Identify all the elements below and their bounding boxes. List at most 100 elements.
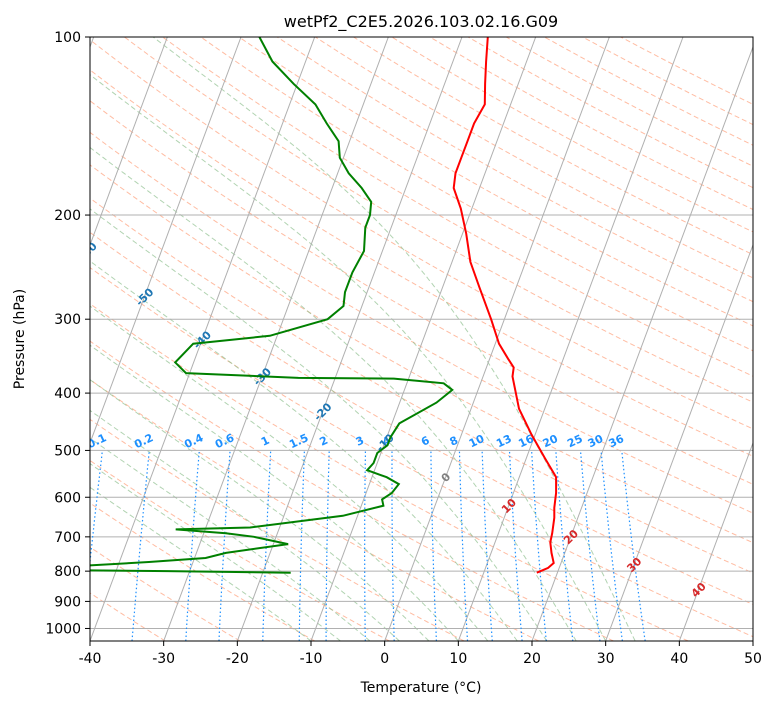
- mixing-ratio-line: [391, 450, 395, 641]
- moist-adiabat: [90, 260, 518, 641]
- isotherm-label: 20: [561, 527, 581, 547]
- isotherm: [90, 37, 316, 641]
- temperature-profile-line: [452, 37, 558, 574]
- dry-adiabat: [124, 37, 753, 403]
- x-tick-label: -30: [152, 651, 175, 667]
- isotherm: [90, 37, 242, 445]
- moist-adiabat: [90, 437, 371, 641]
- dry-adiabat: [90, 379, 540, 641]
- mixing-ratio-label: 20: [541, 432, 561, 450]
- moist-adiabat: [152, 37, 636, 641]
- x-tick-label: 20: [523, 651, 541, 667]
- mixing-ratio-label: 25: [565, 432, 584, 450]
- mixing-ratio-label: 8: [448, 434, 460, 449]
- isotherm-label: 40: [689, 580, 709, 600]
- moist-adiabat: [90, 344, 459, 641]
- mixing-ratio-line: [531, 450, 547, 641]
- mixing-ratio-line: [555, 450, 574, 641]
- dry-adiabat: [90, 197, 753, 574]
- mixing-ratio-line: [298, 450, 305, 641]
- dry-adiabat: [90, 39, 753, 430]
- isotherm-label: 10: [499, 496, 519, 516]
- dry-adiabat: [90, 164, 753, 544]
- isotherm-label: -10: [374, 431, 397, 454]
- mixing-ratio-label: 10: [467, 432, 487, 450]
- dry-adiabat: [90, 502, 315, 641]
- mixing-ratio-label: 0.4: [182, 431, 205, 451]
- x-tick-label: -10: [300, 651, 323, 667]
- dry-adiabat: [315, 37, 753, 279]
- dry-adiabat: [90, 69, 753, 457]
- isotherm-label: -20: [311, 400, 334, 423]
- y-tick-label: 300: [54, 312, 81, 328]
- dry-adiabat: [90, 303, 689, 641]
- dry-adiabat: [90, 340, 614, 641]
- dry-adiabat: [505, 37, 753, 167]
- mixing-ratio-label: 0.2: [132, 431, 155, 451]
- isotherm: [236, 37, 463, 641]
- dry-adiabat: [90, 131, 753, 514]
- mixing-ratio-line: [579, 450, 601, 641]
- mixing-ratio-label: 0.1: [85, 431, 108, 451]
- isotherm: [752, 639, 753, 641]
- dry-adiabat: [582, 37, 753, 126]
- mixing-ratio-line: [430, 450, 437, 641]
- x-tick-label: -40: [79, 651, 102, 667]
- isotherm: [457, 37, 684, 641]
- dry-adiabat: [90, 231, 753, 605]
- mixing-ratio-line: [325, 450, 330, 641]
- y-tick-label: 100: [54, 30, 81, 46]
- dry-adiabat: [544, 37, 753, 146]
- isotherm: [678, 441, 753, 641]
- y-axis-title: Pressure (hPa): [12, 289, 28, 389]
- isotherm-label: -50: [133, 285, 156, 308]
- y-tick-label: 800: [54, 564, 81, 580]
- x-tick-label: 30: [597, 651, 615, 667]
- mixing-ratio-line: [364, 450, 366, 641]
- dry-adiabat: [276, 37, 753, 303]
- isotherm-label: 30: [624, 555, 644, 575]
- moist-adiabat: [90, 208, 548, 641]
- axis-ticks: -40 -30 -20 -10 0 10 20 30 40 5010020030040050060…: [45, 30, 762, 667]
- x-tick-label: 50: [744, 651, 762, 667]
- mixing-ratio-line: [508, 450, 523, 641]
- mixing-ratio-label: 13: [494, 432, 513, 450]
- x-tick-label: 0: [380, 651, 389, 667]
- mixing-ratio-label: 16: [516, 432, 536, 450]
- y-tick-label: 1000: [45, 621, 81, 637]
- mixing-ratio-label: 0.6: [213, 431, 236, 451]
- dry-adiabat: [200, 37, 753, 352]
- moist-adiabat: [90, 486, 312, 641]
- isotherm: [310, 37, 537, 641]
- y-tick-label: 200: [54, 208, 81, 224]
- mixing-ratio-line: [600, 450, 623, 641]
- mixing-ratio-label: 2: [318, 434, 330, 449]
- isotherm: [90, 37, 168, 247]
- dry-adiabat: [90, 267, 753, 638]
- mixing-ratio-line: [131, 450, 150, 641]
- dry-adiabat: [238, 37, 753, 327]
- x-tick-label: 10: [449, 651, 467, 667]
- mixing-ratio-label: 1: [259, 434, 271, 449]
- x-axis-title: Temperature (°C): [360, 680, 482, 696]
- moist-adiabat: [90, 462, 341, 641]
- isotherm-label: 0: [439, 470, 454, 485]
- mixing-ratio-line: [621, 450, 646, 641]
- plot-content: 0.10.20.40.611.52346810131620253036-100-…: [85, 37, 753, 641]
- isotherm: [605, 243, 753, 641]
- dry-adiabat: [90, 546, 241, 641]
- x-tick-label: -20: [226, 651, 249, 667]
- plot-area: 0.10.20.40.611.52346810131620253036-100-…: [85, 36, 754, 642]
- isotherm: [163, 37, 389, 641]
- moist-adiabat: [90, 379, 430, 641]
- y-tick-label: 600: [54, 490, 81, 506]
- y-tick-label: 900: [54, 594, 81, 610]
- moist-adiabat: [90, 146, 577, 641]
- x-tick-label: 40: [670, 651, 688, 667]
- y-tick-label: 700: [54, 530, 81, 546]
- mixing-ratio-line: [262, 450, 272, 641]
- mixing-ratio-label: 36: [607, 432, 627, 450]
- mixing-ratio-label: 3: [354, 434, 366, 449]
- axes-frame: [89, 36, 754, 642]
